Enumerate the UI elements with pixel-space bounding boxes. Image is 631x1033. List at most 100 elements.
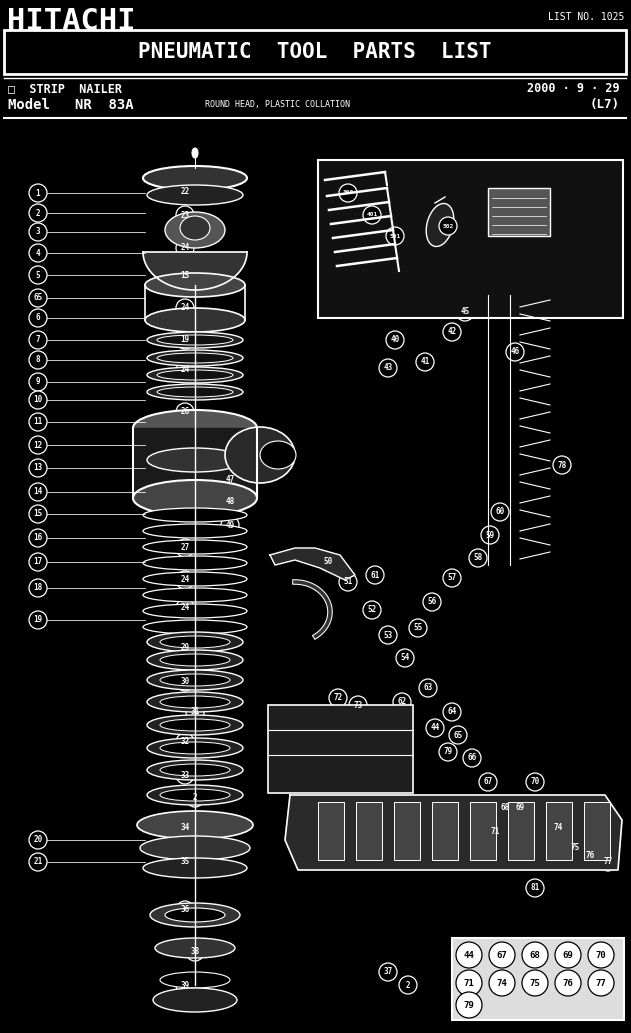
Text: 30: 30 bbox=[180, 678, 190, 687]
Bar bbox=[452, 938, 624, 1020]
Text: 79: 79 bbox=[464, 1001, 475, 1009]
Circle shape bbox=[419, 679, 437, 697]
Ellipse shape bbox=[153, 988, 237, 1012]
Text: 24: 24 bbox=[180, 575, 190, 585]
Circle shape bbox=[176, 239, 194, 257]
Text: 57: 57 bbox=[447, 573, 457, 583]
Text: 52: 52 bbox=[367, 605, 377, 615]
Circle shape bbox=[29, 267, 47, 284]
Text: 58: 58 bbox=[473, 554, 483, 563]
Circle shape bbox=[29, 831, 47, 849]
Polygon shape bbox=[285, 795, 622, 870]
Circle shape bbox=[443, 323, 461, 341]
Ellipse shape bbox=[143, 858, 247, 878]
Ellipse shape bbox=[140, 836, 250, 860]
Ellipse shape bbox=[157, 335, 233, 345]
Ellipse shape bbox=[160, 764, 230, 776]
Text: 54: 54 bbox=[401, 654, 410, 662]
Circle shape bbox=[29, 853, 47, 871]
Circle shape bbox=[456, 303, 474, 321]
Text: 43: 43 bbox=[384, 364, 392, 373]
Text: 47: 47 bbox=[225, 475, 235, 484]
Text: 48: 48 bbox=[225, 498, 235, 506]
Text: 22: 22 bbox=[180, 188, 190, 196]
Text: 75: 75 bbox=[529, 978, 540, 988]
Ellipse shape bbox=[147, 350, 243, 366]
Circle shape bbox=[588, 970, 614, 996]
Text: 2: 2 bbox=[192, 793, 198, 803]
Circle shape bbox=[186, 943, 204, 961]
Circle shape bbox=[176, 206, 194, 224]
Ellipse shape bbox=[147, 715, 243, 735]
Ellipse shape bbox=[133, 410, 257, 446]
Text: 36: 36 bbox=[180, 906, 190, 914]
Bar bbox=[470, 802, 496, 860]
Circle shape bbox=[176, 819, 194, 837]
Circle shape bbox=[443, 703, 461, 721]
Text: 64: 64 bbox=[447, 708, 457, 717]
Text: 19: 19 bbox=[180, 336, 190, 344]
Circle shape bbox=[463, 749, 481, 766]
Text: 34: 34 bbox=[180, 823, 190, 833]
Circle shape bbox=[555, 970, 581, 996]
Ellipse shape bbox=[426, 204, 454, 247]
Circle shape bbox=[176, 674, 194, 691]
Text: 76: 76 bbox=[563, 978, 574, 988]
Circle shape bbox=[399, 976, 417, 994]
Circle shape bbox=[486, 823, 504, 841]
Circle shape bbox=[443, 569, 461, 587]
Ellipse shape bbox=[160, 696, 230, 708]
Circle shape bbox=[176, 901, 194, 919]
Bar bbox=[584, 802, 610, 860]
Circle shape bbox=[469, 549, 487, 567]
Ellipse shape bbox=[165, 908, 225, 922]
Circle shape bbox=[363, 601, 381, 619]
Circle shape bbox=[491, 503, 509, 521]
Circle shape bbox=[489, 970, 515, 996]
Circle shape bbox=[221, 516, 239, 534]
Ellipse shape bbox=[225, 427, 295, 483]
Text: 49: 49 bbox=[225, 521, 235, 530]
Circle shape bbox=[526, 773, 544, 791]
Circle shape bbox=[379, 359, 397, 377]
Text: 13: 13 bbox=[33, 464, 43, 472]
Text: 68: 68 bbox=[500, 804, 510, 813]
Text: 68: 68 bbox=[529, 950, 540, 960]
Text: 2: 2 bbox=[36, 209, 40, 218]
Ellipse shape bbox=[143, 556, 247, 570]
Text: HITACHI: HITACHI bbox=[7, 7, 136, 36]
Text: 69: 69 bbox=[563, 950, 574, 960]
Ellipse shape bbox=[143, 508, 247, 522]
Circle shape bbox=[29, 351, 47, 369]
Circle shape bbox=[553, 456, 571, 474]
Text: 24: 24 bbox=[180, 603, 190, 613]
Text: 70: 70 bbox=[531, 778, 540, 786]
Circle shape bbox=[409, 619, 427, 637]
Ellipse shape bbox=[192, 148, 198, 158]
Circle shape bbox=[176, 853, 194, 871]
Circle shape bbox=[339, 184, 357, 202]
Circle shape bbox=[456, 942, 482, 968]
Ellipse shape bbox=[145, 273, 245, 298]
Ellipse shape bbox=[145, 308, 245, 332]
Text: 74: 74 bbox=[497, 978, 507, 988]
Text: 6: 6 bbox=[36, 313, 40, 322]
Text: 12: 12 bbox=[33, 440, 43, 449]
Circle shape bbox=[549, 819, 567, 837]
Circle shape bbox=[29, 505, 47, 523]
Circle shape bbox=[566, 839, 584, 857]
Circle shape bbox=[176, 571, 194, 589]
Circle shape bbox=[496, 799, 514, 817]
Ellipse shape bbox=[137, 811, 253, 839]
Text: 44: 44 bbox=[464, 950, 475, 960]
Circle shape bbox=[29, 580, 47, 597]
Text: 10: 10 bbox=[33, 396, 43, 405]
Text: 2000 · 9 · 29: 2000 · 9 · 29 bbox=[528, 82, 620, 95]
Ellipse shape bbox=[160, 636, 230, 648]
Ellipse shape bbox=[147, 650, 243, 670]
Polygon shape bbox=[133, 428, 257, 498]
Ellipse shape bbox=[143, 588, 247, 602]
Text: 4: 4 bbox=[36, 249, 40, 257]
Circle shape bbox=[29, 223, 47, 241]
Text: 40: 40 bbox=[391, 336, 399, 344]
